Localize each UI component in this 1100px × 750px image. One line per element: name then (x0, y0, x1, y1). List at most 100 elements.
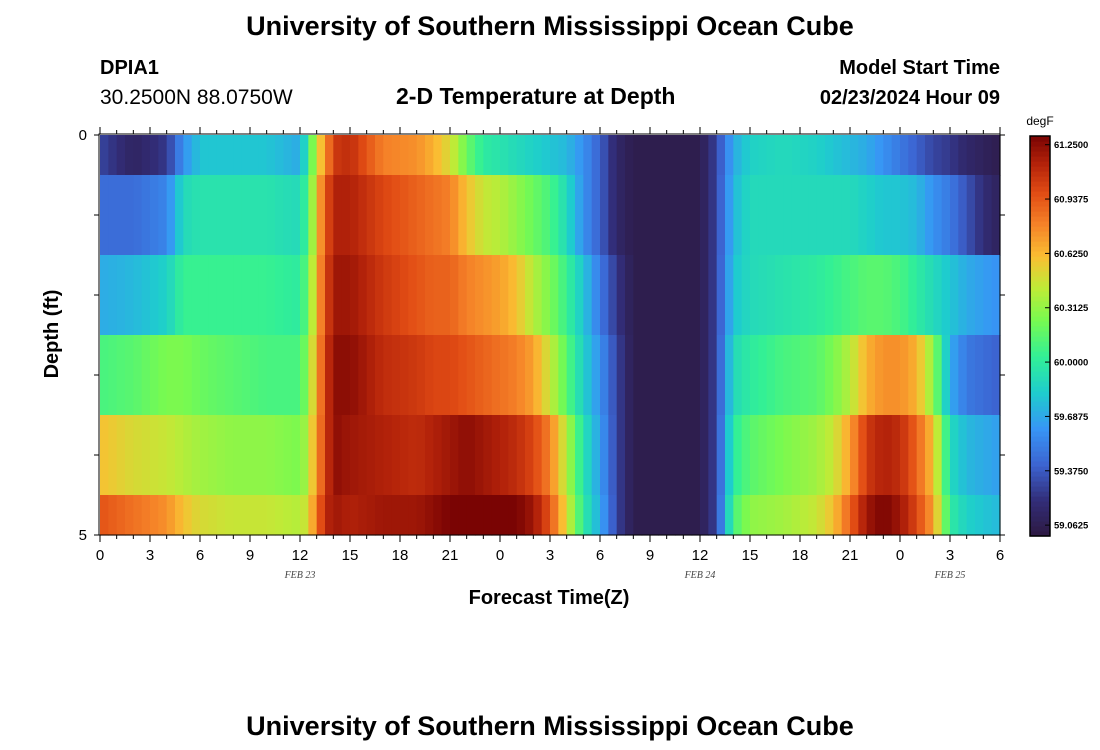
heatmap-cell (775, 415, 784, 496)
page-title-repeat: University of Southern Mississippi Ocean… (246, 711, 854, 741)
heatmap-cell (850, 415, 859, 496)
heatmap-cell (816, 135, 826, 176)
heatmap-cell (250, 495, 259, 536)
heatmap-cell (208, 495, 218, 536)
y-axis-title: Depth (ft) (41, 290, 63, 379)
colorbar-strip (1030, 451, 1050, 457)
heatmap-cell (975, 495, 984, 536)
heatmap-cell (816, 495, 826, 536)
heatmap-cell (291, 335, 301, 416)
heatmap-cell (366, 495, 376, 536)
heatmap-cell (500, 335, 509, 416)
heatmap-cell (500, 255, 509, 336)
heatmap-cell (675, 415, 684, 496)
colorbar-strip (1030, 386, 1050, 392)
heatmap-cell (616, 335, 626, 416)
heatmap-cell (750, 135, 759, 176)
heatmap-cell (541, 495, 551, 536)
heatmap-cell (108, 175, 118, 256)
heatmap-cell (675, 495, 684, 536)
heatmap-cell (975, 135, 984, 176)
heatmap-cell (708, 175, 718, 256)
heatmap-cell (191, 495, 201, 536)
heatmap-cell (575, 255, 584, 336)
colorbar-strip (1030, 351, 1050, 357)
heatmap-cell (191, 255, 201, 336)
heatmap-cell (600, 415, 609, 496)
heatmap-cell (633, 495, 643, 536)
heatmap-cell (925, 135, 934, 176)
heatmap-cell (208, 415, 218, 496)
heatmap-cell (641, 335, 651, 416)
heatmap-cell (358, 335, 368, 416)
x-tick-label: 9 (246, 547, 254, 564)
heatmap-cell (508, 335, 518, 416)
colorbar-strip (1030, 186, 1050, 192)
heatmap-cell (866, 175, 876, 256)
heatmap-cell (158, 335, 168, 416)
colorbar-strip (1030, 371, 1050, 377)
colorbar-strip (1030, 356, 1050, 362)
heatmap-cell (650, 495, 659, 536)
heatmap-cell (941, 495, 951, 536)
heatmap-cell (750, 415, 759, 496)
heatmap-cell (700, 255, 709, 336)
heatmap-cell (875, 335, 884, 416)
heatmap-cell (516, 335, 526, 416)
colorbar-strip (1030, 266, 1050, 272)
x-tick-label: 6 (996, 547, 1004, 564)
heatmap-cell (591, 135, 601, 176)
heatmap-cell (116, 175, 126, 256)
heatmap-cell (466, 415, 476, 496)
heatmap-cell (391, 495, 401, 536)
heatmap-cell (266, 335, 276, 416)
heatmap-cell (625, 135, 634, 176)
heatmap-cell (575, 415, 584, 496)
heatmap-cell (683, 255, 693, 336)
heatmap-cell (333, 255, 343, 336)
heatmap-cell (233, 255, 243, 336)
heatmap-cell (991, 415, 1001, 496)
heatmap-cell (833, 495, 843, 536)
colorbar-strip (1030, 456, 1050, 462)
heatmap-cell (233, 415, 243, 496)
heatmap-cell (933, 175, 943, 256)
heatmap-cell (608, 415, 618, 496)
colorbar-strip (1030, 331, 1050, 337)
heatmap-cell (666, 135, 676, 176)
y-tick-label: 0 (79, 127, 87, 144)
heatmap-cell (250, 415, 259, 496)
colorbar-strip (1030, 501, 1050, 507)
heatmap-cell (333, 135, 343, 176)
heatmap-cell (983, 335, 993, 416)
heatmap-cell (400, 135, 409, 176)
heatmap-cell (841, 495, 851, 536)
heatmap-cell (775, 255, 784, 336)
heatmap-cell (508, 135, 518, 176)
colorbar-strip (1030, 286, 1050, 292)
heatmap-cell (558, 415, 568, 496)
heatmap-cell (208, 175, 218, 256)
colorbar-strip (1030, 151, 1050, 157)
heatmap-cell (775, 335, 784, 416)
heatmap-cell (550, 415, 559, 496)
heatmap-cell (916, 135, 926, 176)
heatmap-cell (141, 335, 151, 416)
heatmap-cell (400, 255, 409, 336)
heatmap-cell (300, 255, 309, 336)
heatmap-cell (950, 135, 959, 176)
colorbar-strip (1030, 276, 1050, 282)
heatmap-cell (966, 135, 976, 176)
heatmap-cell (166, 175, 176, 256)
colorbar-strip (1030, 251, 1050, 257)
heatmap-cell (583, 415, 593, 496)
heatmap-cell (966, 335, 976, 416)
colorbar-strip (1030, 231, 1050, 237)
heatmap-cell (208, 135, 218, 176)
y-tick-label: 5 (79, 527, 87, 544)
heatmap-cell (666, 415, 676, 496)
heatmap-cell (300, 415, 309, 496)
heatmap-cell (425, 415, 434, 496)
heatmap-cell (300, 335, 309, 416)
colorbar-strip (1030, 381, 1050, 387)
